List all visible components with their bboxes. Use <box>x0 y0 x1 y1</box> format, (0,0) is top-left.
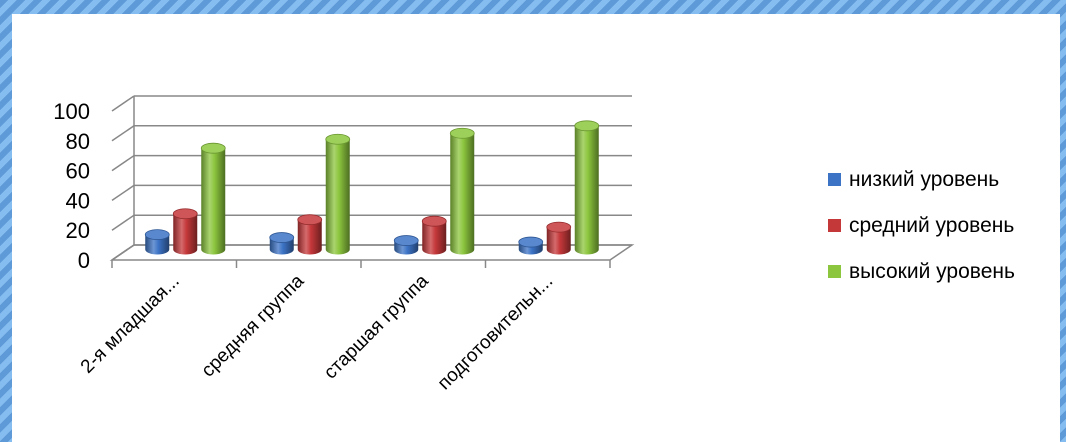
legend-swatch-mid <box>828 219 841 232</box>
y-tick-label: 80 <box>66 129 90 154</box>
gridline-side <box>111 125 135 142</box>
gridline-side <box>111 214 135 231</box>
x-category-label: 2-я младшая... <box>77 271 184 378</box>
legend-item-low: низкий уровень <box>828 168 1015 191</box>
y-tick-label: 0 <box>78 248 90 273</box>
bar-low <box>518 236 544 255</box>
x-category-label: подготовительн... <box>434 271 558 395</box>
legend-item-mid: средний уровень <box>828 214 1015 237</box>
gridline-side <box>111 244 135 261</box>
bar-mid <box>172 208 198 255</box>
y-tick-label: 60 <box>66 159 90 184</box>
gridline-side <box>111 95 135 112</box>
legend-item-high: высокий уровень <box>828 260 1015 283</box>
y-tick-label: 20 <box>66 218 90 243</box>
x-category-label: старшая группа <box>320 270 433 383</box>
bar-high <box>325 133 351 255</box>
bar-mid <box>297 214 323 255</box>
bar-low <box>393 235 419 255</box>
bar-low <box>144 229 170 255</box>
y-tick-label: 40 <box>66 188 90 213</box>
bar-low <box>269 232 295 255</box>
gridline-side <box>111 154 135 172</box>
legend-label-high: высокий уровень <box>849 259 1015 283</box>
bar-high <box>574 120 600 255</box>
x-category-label: средняя группа <box>198 270 309 381</box>
bar-high <box>200 142 226 255</box>
legend-swatch-high <box>828 265 841 278</box>
gridline-side <box>111 184 135 202</box>
y-tick-label: 100 <box>53 99 90 124</box>
legend-swatch-low <box>828 173 841 186</box>
bar-high <box>449 127 475 255</box>
legend-label-mid: средний уровень <box>849 213 1015 237</box>
bar-mid <box>421 215 447 255</box>
bar-mid <box>546 221 572 255</box>
legend: низкий уровень средний уровень высокий у… <box>828 168 1015 306</box>
legend-label-low: низкий уровень <box>849 167 1000 191</box>
